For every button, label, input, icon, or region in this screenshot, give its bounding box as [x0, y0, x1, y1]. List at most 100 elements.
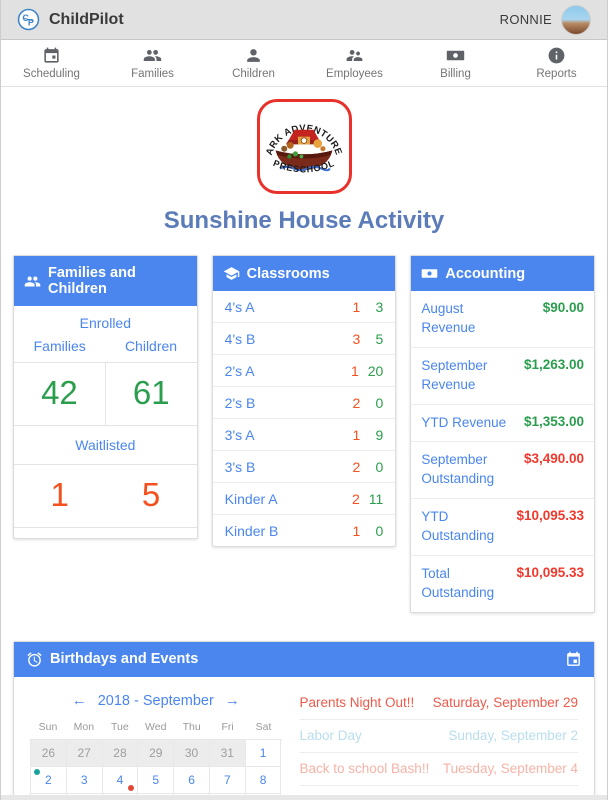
accounting-row[interactable]: August Revenue $90.00 — [411, 291, 595, 348]
nav-item-billing[interactable]: Billing — [405, 40, 506, 86]
event-name: Parents Night Out!! — [299, 695, 415, 711]
accounting-row[interactable]: Total Outstanding $10,095.33 — [411, 556, 594, 612]
calendar-day-cell[interactable]: 7 — [209, 766, 246, 794]
calendar-view-button[interactable] — [565, 651, 582, 668]
classrooms-list: 4's A 1 3 4's B 3 5 — [212, 291, 396, 546]
user-photo-avatar — [561, 4, 591, 35]
families-enrolled-count: 42 — [14, 363, 106, 425]
accounting-row[interactable]: YTD Revenue $1,353.00 — [411, 405, 595, 443]
weekday-label: Sat — [255, 720, 272, 733]
calendar-grid: 26 27 28 — [30, 738, 282, 800]
classroom-row[interactable]: 4's A 1 3 — [212, 291, 396, 323]
calendar-day-cell[interactable]: 2 — [31, 766, 67, 794]
classroom-enrolled-count: 20 — [367, 362, 384, 379]
classroom-counts: 1 0 — [346, 522, 384, 539]
families-waitlisted-count: 1 — [50, 476, 69, 513]
classroom-name: 4's A — [224, 298, 255, 315]
accounting-row[interactable]: YTD Outstanding $10,095.33 — [411, 499, 595, 557]
accounting-amount: $1,353.00 — [523, 413, 585, 429]
school-logo: ARK ADVENTURE PRESCHOOL — [256, 99, 352, 194]
month-navigation: ← 2018 - September → — [30, 687, 282, 718]
classroom-row[interactable]: 4's B 3 5 — [212, 323, 396, 355]
children-enrolled-count: 61 — [132, 374, 170, 411]
card-footer-spacer — [14, 528, 197, 538]
weekday-label: Tue — [110, 720, 129, 733]
classroom-counts: 1 3 — [346, 298, 384, 315]
nav-item-families[interactable]: Families — [102, 40, 203, 86]
classroom-row[interactable]: 2's B 2 0 — [212, 387, 396, 419]
classroom-enrolled-count: 0 — [375, 522, 384, 539]
classroom-row[interactable]: Kinder A 2 11 — [212, 483, 396, 515]
accounting-amount: $90.00 — [542, 300, 585, 315]
screen-bottom-edge — [1, 795, 607, 800]
families-card-header: Families and Children — [14, 256, 197, 306]
event-row[interactable]: Parents Night Out!! Saturday, September … — [299, 687, 578, 720]
day-number: 2 — [45, 772, 52, 787]
user-menu[interactable]: RONNIE — [499, 4, 591, 35]
calendar-day-cell[interactable]: 26 — [31, 739, 67, 767]
nav-label: Billing — [440, 68, 471, 80]
classroom-counts: 2 0 — [346, 395, 384, 411]
calendar-icon — [567, 651, 580, 666]
accounting-label: YTD Revenue — [421, 414, 507, 430]
calendar-day-cell[interactable]: 31 — [209, 739, 246, 767]
day-number: 3 — [80, 772, 88, 787]
previous-month-arrow[interactable]: ← — [71, 692, 87, 710]
event-date: Sunday, September 2 — [448, 728, 578, 744]
calendar-day-cell[interactable]: 5 — [138, 766, 175, 794]
card-title: Accounting — [445, 265, 526, 282]
next-month-arrow[interactable]: → — [224, 692, 240, 710]
person-icon — [247, 49, 260, 62]
app-title: ChildPilot — [49, 10, 124, 28]
weekday-label: Wed — [145, 720, 167, 733]
day-number: 8 — [259, 772, 267, 787]
calendar-day-cell[interactable]: 6 — [174, 766, 210, 794]
classrooms-card-header: Classrooms — [212, 256, 396, 291]
weekday-label: Mon — [73, 720, 95, 733]
accounting-row[interactable]: September Outstanding $3,490.00 — [411, 442, 595, 500]
classroom-row[interactable]: Kinder B 1 0 — [213, 515, 396, 546]
nav-label: Scheduling — [23, 68, 80, 80]
calendar-day-cell[interactable]: 29 — [138, 739, 175, 767]
calendar-day-cell[interactable]: 30 — [174, 739, 210, 767]
nav-item-scheduling[interactable]: Scheduling — [1, 40, 102, 86]
month-label: 2018 - September — [97, 692, 214, 709]
card-title: Classrooms — [246, 265, 330, 282]
day-number: 30 — [184, 745, 199, 760]
classroom-waitlisted-count: 1 — [352, 426, 361, 443]
day-number: 7 — [223, 772, 231, 787]
user-name: RONNIE — [499, 12, 552, 27]
classroom-enrolled-count: 3 — [375, 298, 384, 315]
calendar-day-cell[interactable]: 27 — [66, 739, 103, 767]
event-dot — [34, 768, 40, 775]
event-row[interactable]: Back to school Bash!! Tuesday, September… — [299, 753, 578, 786]
supervisor-icon — [346, 49, 363, 62]
nav-item-employees[interactable]: Employees — [304, 40, 405, 86]
calendar-day-cell[interactable]: 8 — [245, 766, 282, 794]
nav-item-reports[interactable]: Reports — [506, 40, 607, 86]
accounting-label: Total Outstanding — [421, 566, 495, 600]
families-label: Families — [33, 338, 86, 354]
event-row[interactable]: Labor Day Sunday, September 2 — [299, 720, 578, 753]
calendar-day-cell[interactable]: 4 — [102, 766, 139, 794]
children-label: Children — [124, 338, 178, 354]
app-logo[interactable]: C P ChildPilot — [17, 8, 124, 31]
month-calendar: ← 2018 - September → Sun Mon Tue Wed Thu Fri S… — [14, 685, 290, 800]
calendar-day-cell[interactable]: 28 — [102, 739, 139, 767]
classroom-row[interactable]: 3's B 2 0 — [212, 451, 396, 483]
nav-item-children[interactable]: Children — [203, 40, 304, 86]
accounting-amount: $10,095.33 — [516, 565, 585, 581]
classroom-waitlisted-count: 1 — [352, 522, 361, 539]
money-icon — [446, 50, 465, 61]
calendar-day-cell[interactable]: 3 — [66, 766, 103, 794]
classroom-row[interactable]: 2's A 1 20 — [212, 355, 396, 387]
event-date: Tuesday, September 4 — [442, 761, 578, 777]
calendar-day-cell[interactable]: 1 — [245, 739, 282, 767]
money-icon — [422, 269, 438, 278]
classroom-waitlisted-count: 2 — [352, 458, 361, 475]
accounting-row[interactable]: September Revenue $1,263.00 — [411, 348, 595, 405]
accounting-label: September Outstanding — [421, 452, 495, 487]
classroom-row[interactable]: 3's A 1 9 — [212, 419, 396, 451]
event-name: Labor Day — [299, 728, 362, 744]
